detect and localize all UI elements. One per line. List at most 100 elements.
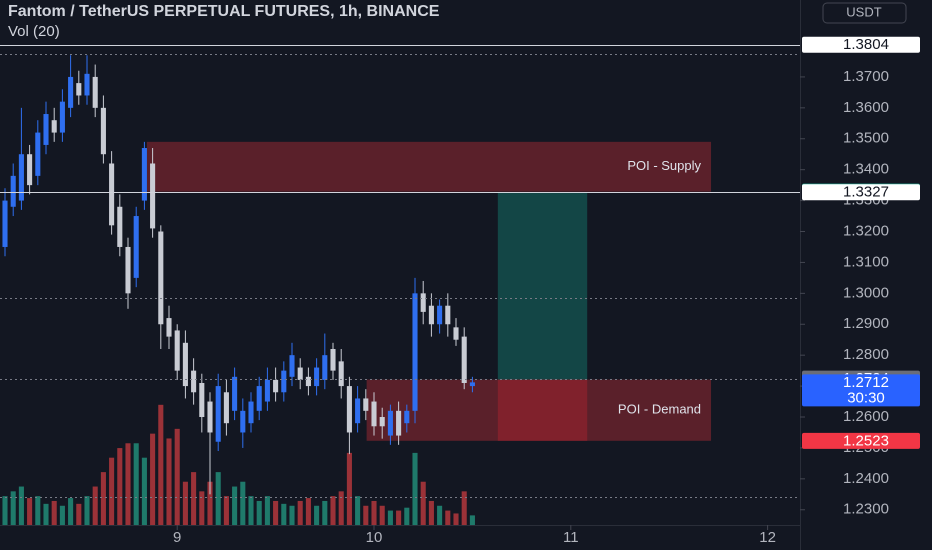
candle-body [346, 386, 352, 433]
position-loss [497, 379, 588, 441]
zone [146, 141, 712, 192]
y-tick-label: 1.3000 [843, 284, 889, 301]
candle-body [248, 401, 254, 424]
candle-body [322, 355, 328, 380]
candle-body [445, 305, 451, 325]
volume-bar [461, 491, 467, 525]
price-label: 1.3327 [843, 184, 889, 201]
candle-body [330, 348, 336, 371]
x-tick-label: 10 [366, 529, 383, 546]
candle-body [182, 342, 188, 387]
y-tick-label: 1.3500 [843, 130, 889, 147]
volume-bar [191, 472, 197, 525]
volume-bar [330, 496, 336, 525]
candle-body [371, 401, 377, 427]
volume-bar [68, 498, 74, 525]
candle-body [18, 154, 24, 201]
volume-bar [158, 404, 164, 525]
volume-bar [346, 452, 352, 525]
volume-bar [256, 500, 262, 525]
volume [2, 404, 475, 525]
volume-bar [404, 507, 410, 525]
volume-bar [125, 443, 131, 525]
price-label: 1.2712 [843, 374, 889, 391]
currency[interactable]: USDT [846, 4, 881, 19]
price-label-box [802, 374, 920, 407]
candle-body [76, 83, 82, 96]
volume-bar [445, 510, 451, 525]
volume-bar [133, 443, 139, 525]
volume-bar [428, 500, 434, 525]
candle-body [420, 293, 426, 312]
candle-body [453, 327, 459, 340]
candle-body [273, 379, 279, 393]
candle-body [387, 410, 393, 436]
candle-body [133, 216, 139, 278]
volume-bar [10, 491, 16, 525]
candle-body [10, 175, 16, 207]
price-label: 1.3804 [843, 36, 889, 53]
volume-bar [420, 481, 426, 525]
zone-label: POI - Supply [627, 158, 701, 173]
candles [2, 55, 475, 495]
zone-label: POI - Demand [618, 402, 701, 417]
volume-bar [412, 452, 418, 525]
candle-body [215, 386, 221, 442]
candle-body [100, 107, 106, 155]
candle-body [379, 417, 385, 427]
currency-button[interactable] [822, 2, 907, 24]
x-tick-label: 11 [563, 529, 579, 546]
candle-body [314, 367, 320, 387]
volume-bar [396, 510, 402, 525]
volume-bar [289, 505, 295, 525]
volume-bar [207, 481, 213, 525]
volume-bar [18, 486, 24, 525]
candle-body [305, 376, 311, 387]
volume-bar [371, 500, 377, 525]
candle-body [141, 148, 147, 201]
chart-title: Fantom / TetherUS PERPETUAL FUTURES, 1h,… [8, 3, 440, 20]
y-tick-label: 1.2300 [843, 501, 889, 518]
volume-bar [223, 496, 229, 525]
volume-bar [248, 496, 254, 525]
price-label-box [802, 36, 920, 53]
candle-body [43, 114, 49, 145]
volume-bar [314, 505, 320, 525]
candle-body [150, 163, 156, 229]
volume-bar [182, 481, 188, 525]
candle-body [68, 76, 74, 108]
volume-bar [174, 428, 180, 525]
volume-bar [117, 448, 123, 525]
candle-body [338, 361, 344, 387]
y-tick-label: 1.3400 [843, 161, 889, 178]
y-tick-label: 1.2400 [843, 470, 889, 487]
subtitle: Vol (20) [8, 23, 60, 40]
price-label-box [802, 432, 920, 449]
candle-body [281, 370, 287, 393]
volume-bar [264, 496, 270, 525]
countdown: 30:30 [847, 389, 885, 406]
candle-body [297, 367, 303, 380]
candle-body [240, 410, 246, 433]
volume-bar [92, 486, 98, 525]
candle-body [396, 410, 402, 436]
volume-bar [51, 500, 57, 525]
volume-bar [166, 438, 172, 525]
y-tick-label: 1.3200 [843, 222, 889, 239]
candle-body [256, 386, 262, 411]
price-label: 1.2523 [843, 432, 889, 449]
volume-bar [84, 496, 90, 525]
y-tick-label: 1.3100 [843, 253, 889, 270]
candle-body [264, 379, 270, 402]
candle-body [27, 154, 33, 186]
volume-bar [469, 515, 475, 525]
candle-body [289, 355, 295, 377]
volume-bar [363, 505, 369, 525]
position-profit [497, 192, 588, 380]
volume-bar [2, 496, 8, 525]
y-tick-label: 1.2800 [843, 346, 889, 363]
volume-bar [379, 505, 385, 525]
candle-body [166, 318, 172, 337]
volume-bar [150, 433, 156, 525]
y-tick-label: 1.2600 [843, 408, 889, 425]
